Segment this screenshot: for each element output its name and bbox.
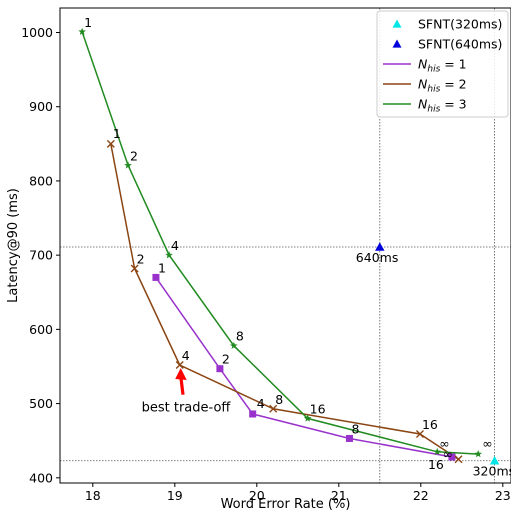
data-point-label: 16 [422, 417, 438, 432]
data-point-marker [474, 450, 482, 458]
x-tick-label: 23 [495, 488, 511, 503]
y-axis-label: Latency@90 (ms) [6, 188, 21, 303]
legend-label-rest: = 2 [440, 77, 466, 92]
reference-point-marker [489, 456, 500, 465]
y-tick-label: 800 [29, 173, 53, 188]
series-line [110, 143, 459, 460]
legend-label-sub: his [427, 65, 440, 75]
x-tick-label: 22 [413, 488, 429, 503]
series-markers [78, 27, 500, 465]
legend-entry: SFNT(640ms) [392, 37, 502, 52]
data-point-label: 2 [130, 148, 138, 163]
legend-label: Nhis = 3 [418, 97, 467, 115]
legend-marker [392, 19, 402, 28]
annotation-text: best trade-off [142, 401, 232, 416]
data-point-label: 8 [236, 329, 244, 344]
legend-entry: Nhis = 3 [383, 97, 467, 115]
data-point-marker [345, 434, 353, 442]
legend-label-sub: his [427, 85, 440, 95]
x-tick-label: 20 [249, 488, 265, 503]
data-point-label: 16 [310, 401, 326, 416]
data-point-marker [78, 27, 86, 35]
data-point-label: 16 [428, 457, 444, 472]
data-point-label: 1 [84, 15, 92, 30]
legend-entry: Nhis = 2 [383, 77, 467, 95]
plot-frame [59, 7, 511, 484]
x-tick-label: 21 [331, 488, 347, 503]
data-point-label: ∞ [439, 436, 449, 451]
data-point-marker [249, 410, 257, 418]
x-tick-label: 19 [167, 488, 183, 503]
data-point-marker [124, 161, 132, 169]
data-point-marker [216, 365, 224, 373]
data-point-marker [303, 414, 312, 422]
data-point-marker [269, 404, 278, 413]
legend-label-main: N [418, 97, 428, 112]
legend-label-main: N [418, 57, 428, 72]
y-tick-label: 900 [29, 99, 53, 114]
series-line [155, 276, 453, 458]
data-point-marker [152, 273, 160, 281]
legend-label-rest: = 1 [440, 57, 466, 72]
y-tick-label: 600 [29, 322, 53, 337]
data-point-label: 2 [137, 252, 145, 267]
data-point-label: ∞ [443, 446, 453, 461]
data-point-label: 8 [351, 421, 359, 436]
data-point-marker [454, 455, 463, 464]
data-point-marker [106, 139, 115, 148]
data-point-marker [448, 453, 456, 461]
legend-entry: Nhis = 1 [383, 57, 467, 75]
data-point-label: 1 [158, 260, 166, 275]
data-point-label: ∞ [482, 436, 492, 451]
reference-point-label: 640ms [356, 250, 399, 265]
annotation-arrow-head [175, 367, 187, 380]
data-point-label: 1 [113, 126, 121, 141]
legend-label-main: N [418, 77, 428, 92]
data-point-label: 4 [182, 348, 190, 363]
data-point-label: 4 [257, 396, 265, 411]
data-point-marker [130, 264, 139, 273]
data-point-label: 4 [171, 238, 179, 253]
data-point-label: 8 [275, 392, 283, 407]
x-tick-label: 18 [85, 488, 101, 503]
legend-box [376, 10, 509, 118]
legend-marker [392, 39, 402, 48]
y-tick-label: 400 [29, 470, 53, 485]
reference-point-marker [375, 242, 385, 251]
data-point-marker [433, 447, 441, 456]
annotation: best trade-off [142, 367, 232, 416]
data-point-label: 2 [222, 352, 230, 367]
legend-label: SFNT(640ms) [418, 37, 502, 52]
legend-label-rest: = 3 [440, 97, 466, 112]
legend-label: Nhis = 2 [418, 77, 467, 95]
data-point-marker [415, 430, 424, 439]
data-point-marker [230, 341, 238, 349]
data-point-marker [175, 360, 184, 369]
legend-label: SFNT(320ms) [418, 17, 502, 32]
legend-entry: SFNT(320ms) [392, 17, 502, 32]
legend-label: Nhis = 1 [418, 57, 467, 75]
y-tick-label: 500 [29, 396, 53, 411]
reference-point-label: 320ms [473, 464, 511, 479]
legend-label-sub: his [427, 105, 440, 115]
x-axis-label: Word Error Rate (%) [221, 497, 351, 512]
data-point-marker [165, 251, 173, 259]
y-tick-label: 700 [29, 248, 53, 263]
y-tick-label: 1000 [21, 25, 53, 40]
